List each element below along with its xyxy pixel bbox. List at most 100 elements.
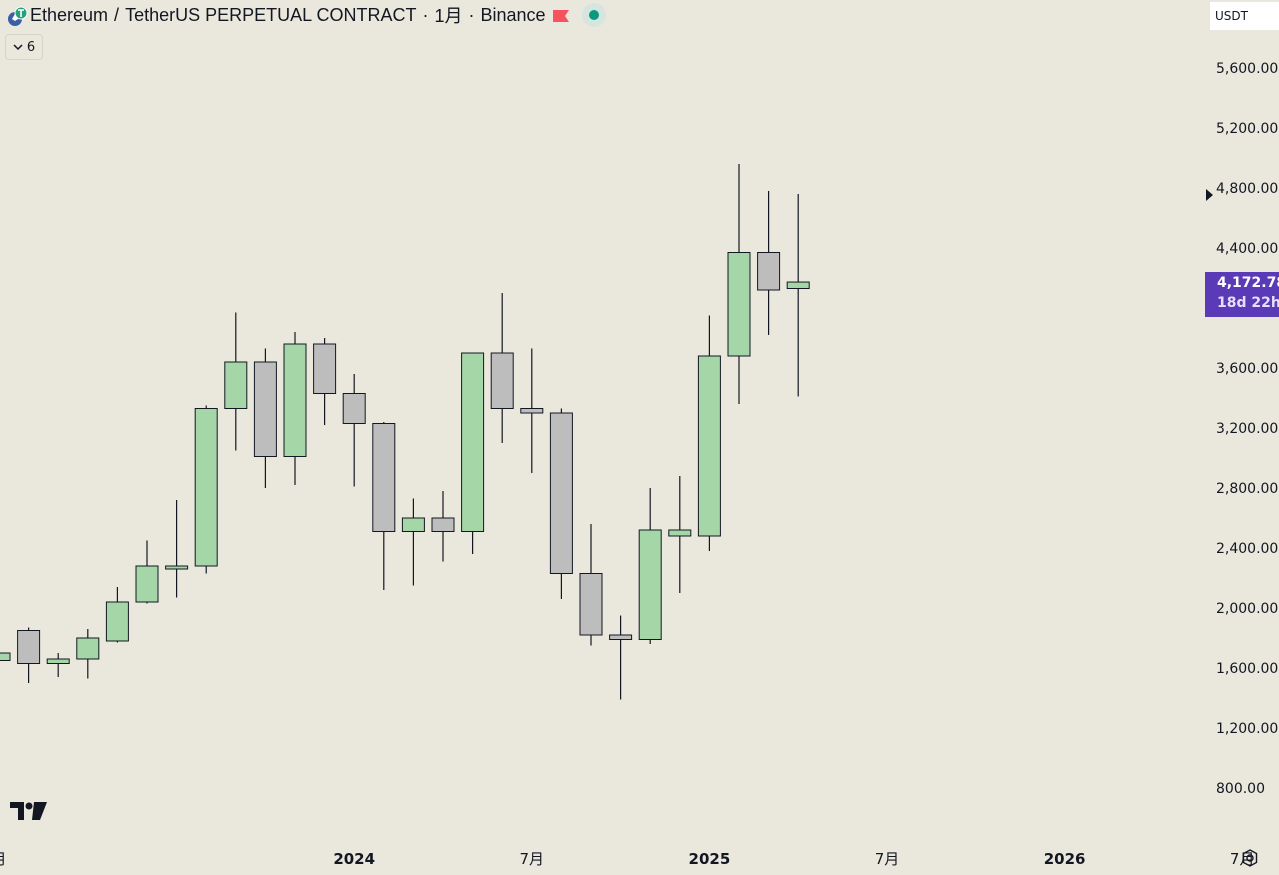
candle-body-up — [668, 529, 692, 537]
candle[interactable] — [105, 587, 129, 643]
candle-body-up — [76, 637, 100, 660]
y-tick-label: 1,600.00 — [1216, 661, 1278, 677]
y-tick-label: 2,400.00 — [1216, 541, 1278, 557]
x-tick-label: 7月 — [1230, 850, 1255, 868]
candle[interactable] — [283, 332, 307, 485]
candle-body-down — [372, 423, 396, 532]
candle-body-down — [579, 573, 603, 636]
candle-body-up — [165, 565, 189, 570]
price-axis[interactable]: 5,600.005,200.004,800.004,400.004,000.00… — [1216, 61, 1278, 797]
candle[interactable] — [17, 627, 41, 684]
y-tick-label: 2,800.00 — [1216, 481, 1278, 497]
candle-body-up — [224, 361, 248, 409]
y-tick-label: 4,800.00 — [1216, 181, 1278, 197]
symbol-quote[interactable]: TetherUS PERPETUAL CONTRACT — [125, 4, 417, 25]
candle-body-down — [549, 412, 573, 574]
currency-selector[interactable]: USDT — [1210, 2, 1279, 30]
candle-body-up — [194, 408, 218, 567]
y-tick-label: 2,000.00 — [1216, 601, 1278, 617]
chevron-down-icon — [13, 44, 23, 51]
candle-body-up — [786, 281, 810, 289]
candle[interactable] — [549, 408, 573, 600]
candle-body-down — [609, 634, 633, 640]
chart-header[interactable]: Ethereum / TetherUS PERPETUAL CONTRACT ·… — [6, 3, 606, 27]
x-tick-label: 月 — [0, 850, 7, 868]
settings-gear-icon[interactable] — [1240, 848, 1260, 868]
candle-body-up — [46, 658, 70, 664]
y-tick-label: 3,200.00 — [1216, 421, 1278, 437]
y-tick-label: 5,200.00 — [1216, 121, 1278, 137]
candles-layer — [0, 164, 810, 700]
candle-body-up — [283, 343, 307, 457]
bar-countdown: 18d 22h — [1217, 295, 1279, 311]
symbol-separator: / — [114, 4, 120, 25]
flag-icon[interactable] — [552, 8, 569, 22]
y-tick-label: 5,600.00 — [1216, 61, 1278, 77]
indicator-count: 6 — [26, 39, 36, 55]
dot-separator: · — [422, 4, 429, 25]
candle-body-down — [17, 630, 41, 664]
candle-body-up — [461, 352, 485, 532]
candle[interactable] — [490, 293, 514, 443]
y-tick-label: 3,600.00 — [1216, 361, 1278, 377]
y-tick-label: 4,400.00 — [1216, 241, 1278, 257]
y-tick-label: 1,200.00 — [1216, 721, 1278, 737]
candle-body-up — [638, 529, 662, 640]
exchange-label[interactable]: Binance — [480, 4, 546, 25]
candle[interactable] — [401, 498, 425, 586]
candle[interactable] — [46, 653, 70, 677]
indicators-toggle[interactable]: 6 — [5, 34, 43, 60]
candle-body-down — [253, 361, 277, 457]
x-tick-label: 7月 — [875, 850, 900, 868]
candle[interactable] — [135, 540, 159, 604]
time-axis[interactable]: 月 2024 7月 2025 7月 2026 7月 — [0, 850, 1254, 868]
candle-body-up — [0, 652, 11, 661]
candle[interactable] — [461, 352, 485, 554]
candle[interactable] — [786, 194, 810, 397]
ethereum-coin-icon — [6, 6, 28, 26]
tradingview-logo-icon[interactable] — [10, 800, 48, 822]
market-open-status[interactable] — [581, 3, 606, 27]
candle[interactable] — [609, 615, 633, 700]
dot-separator: · — [468, 4, 475, 25]
candle[interactable] — [76, 629, 100, 679]
candle[interactable] — [372, 422, 396, 590]
x-tick-label: 2026 — [1044, 850, 1086, 868]
candle[interactable] — [224, 312, 248, 451]
price-pointer-icon — [1206, 189, 1213, 201]
last-price-label: 4,172.78 18d 22h — [1205, 272, 1279, 317]
candle[interactable] — [727, 164, 751, 404]
candle-body-down — [342, 393, 366, 424]
candle[interactable] — [0, 652, 11, 668]
candle-body-down — [520, 408, 544, 414]
candle-body-down — [431, 517, 455, 532]
candle-body-up — [727, 252, 751, 357]
candle-body-down — [313, 343, 337, 394]
candle[interactable] — [342, 374, 366, 487]
candle[interactable] — [638, 488, 662, 644]
symbol-base[interactable]: Ethereum — [30, 4, 109, 25]
candle[interactable] — [757, 191, 781, 335]
x-tick-label: 7月 — [520, 850, 545, 868]
candle-body-up — [105, 601, 129, 642]
candle[interactable] — [194, 405, 218, 574]
candle[interactable] — [579, 524, 603, 646]
live-dot-icon — [588, 10, 599, 20]
candle-body-down — [757, 252, 781, 291]
interval-label[interactable]: 1月 — [434, 6, 463, 26]
candle[interactable] — [313, 338, 337, 425]
candle[interactable] — [431, 491, 455, 562]
last-price-value: 4,172.78 — [1217, 275, 1279, 291]
x-tick-label: 2025 — [689, 850, 731, 868]
candle-body-down — [490, 352, 514, 409]
candle[interactable] — [165, 500, 189, 598]
last-price-marker — [1206, 189, 1213, 201]
candle[interactable] — [253, 348, 277, 489]
candle-body-up — [135, 565, 159, 603]
candle[interactable] — [668, 476, 692, 593]
candle[interactable] — [697, 315, 721, 552]
candle-body-up — [401, 517, 425, 532]
candle[interactable] — [520, 348, 544, 474]
x-tick-label: 2024 — [333, 850, 375, 868]
